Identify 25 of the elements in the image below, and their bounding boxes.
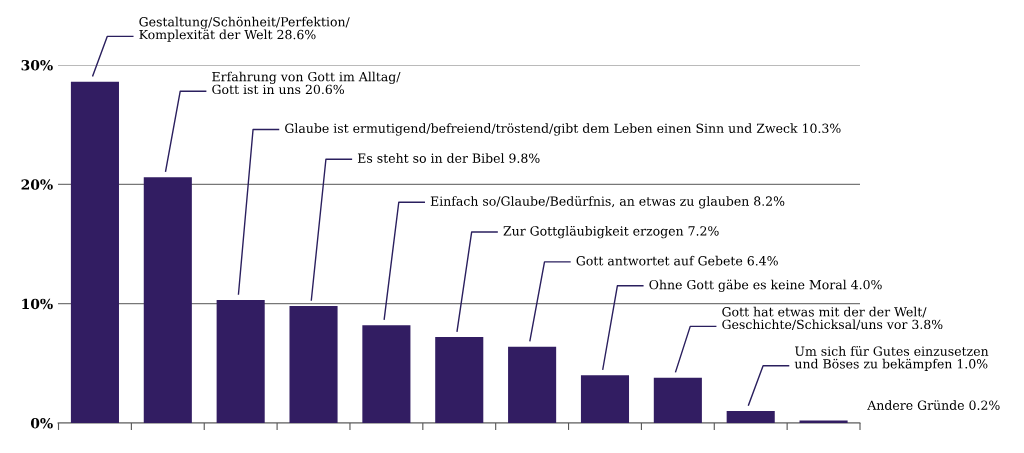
bar	[435, 337, 484, 423]
text: Andere Gründe 0.2%	[867, 400, 1000, 410]
annotation: Gott antwortet auf Gebete 6.4%	[576, 255, 778, 266]
y-tick-label: 10%	[22, 298, 53, 310]
bar	[362, 325, 411, 423]
annotation: Einfach so/Glaube/Bedürfnis, an etwas zu glauben 8.2%	[430, 196, 785, 209]
bar	[580, 375, 630, 423]
annotation: Um sich für Gutes einzusetzen und Böses zu bekämpfen 1.0%	[794, 346, 989, 371]
annotation: Zur Gottgläubigkeit erzogen 7.2%	[503, 225, 719, 239]
bar	[289, 306, 338, 423]
annotation: Erfahrung von Gott im Alltag/ Gott ist in uns 20.6%	[212, 71, 401, 95]
annotation: Es steht so in der Bibel 9.8%	[357, 153, 540, 163]
y-tick-label: 20%	[21, 179, 53, 190]
annotation: Gott hat etwas mit der der Welt/ Geschichte/Schicksal/uns vor 3.8%	[722, 306, 943, 331]
bar	[726, 411, 775, 423]
bar	[143, 177, 192, 423]
y-tick-label: 0%	[30, 417, 53, 429]
bar	[653, 377, 702, 423]
y-tick-label: 30%	[21, 59, 53, 71]
bar	[70, 81, 119, 423]
bar	[216, 300, 265, 423]
text: Gestaltung/Schönheit/Perfektion/ Komplexität der Welt 28.6%	[139, 16, 350, 42]
annotation: Glaube ist ermutigend/befreiend/tröstend/gibt dem Leben einen Sinn und Zweck 10.3%	[285, 123, 841, 136]
annotation: Ohne Gott gäbe es keine Moral 4.0%	[649, 279, 882, 292]
bar	[508, 346, 557, 423]
